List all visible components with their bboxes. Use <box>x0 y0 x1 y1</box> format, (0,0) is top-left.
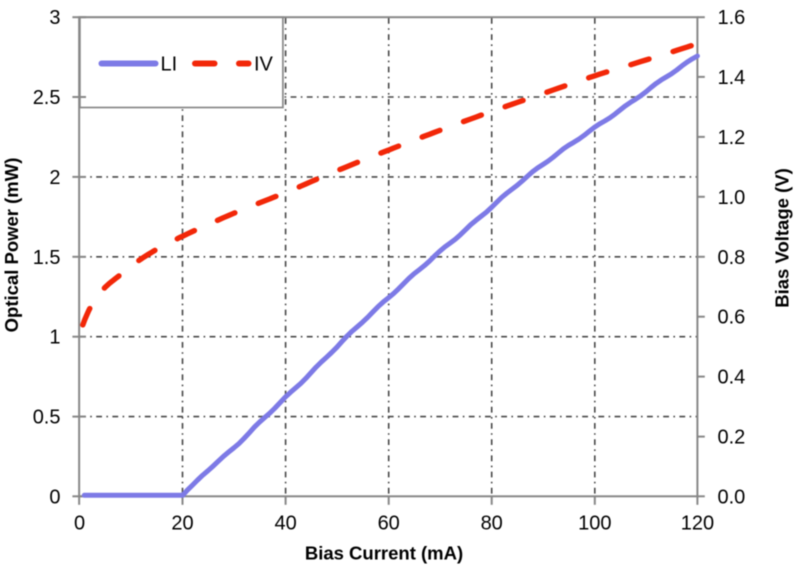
svg-text:1.6: 1.6 <box>718 7 746 29</box>
svg-text:100: 100 <box>578 513 611 535</box>
svg-text:0.0: 0.0 <box>718 486 746 508</box>
svg-text:1.4: 1.4 <box>718 67 746 89</box>
svg-text:Bias Voltage (V): Bias Voltage (V) <box>772 168 793 307</box>
svg-text:Optical Power (mW): Optical Power (mW) <box>1 158 22 333</box>
svg-text:0.6: 0.6 <box>718 307 746 329</box>
svg-text:Bias Current (mA): Bias Current (mA) <box>305 543 463 564</box>
svg-text:2.5: 2.5 <box>33 87 61 109</box>
svg-text:0.8: 0.8 <box>718 247 746 269</box>
svg-text:2: 2 <box>49 167 60 189</box>
svg-text:0: 0 <box>74 513 85 535</box>
svg-text:20: 20 <box>171 513 193 535</box>
svg-text:1.0: 1.0 <box>718 187 746 209</box>
svg-text:0.4: 0.4 <box>718 367 746 389</box>
svg-text:1.2: 1.2 <box>718 127 746 149</box>
svg-text:LI: LI <box>161 54 178 76</box>
svg-text:80: 80 <box>481 513 503 535</box>
svg-text:1.5: 1.5 <box>33 247 61 269</box>
svg-text:0.5: 0.5 <box>33 407 61 429</box>
svg-text:IV: IV <box>254 54 274 76</box>
svg-text:120: 120 <box>681 513 714 535</box>
svg-text:0: 0 <box>49 486 60 508</box>
svg-text:3: 3 <box>49 7 60 29</box>
svg-text:40: 40 <box>274 513 296 535</box>
svg-text:60: 60 <box>378 513 400 535</box>
svg-text:1: 1 <box>49 327 60 349</box>
svg-text:0.2: 0.2 <box>718 427 746 449</box>
